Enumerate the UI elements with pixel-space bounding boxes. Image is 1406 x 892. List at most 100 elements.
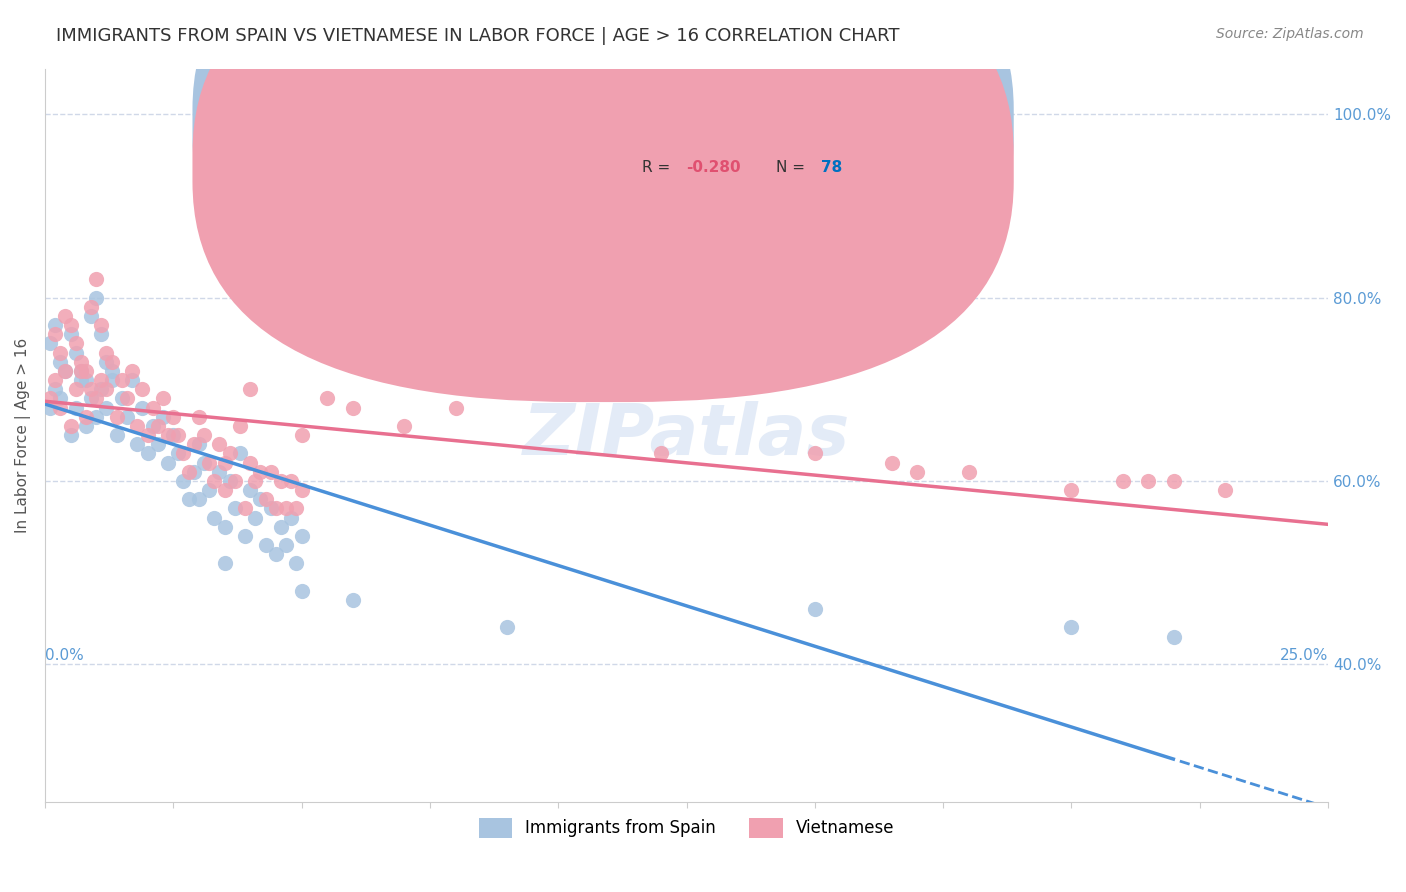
- Vietnamese: [1112, 474, 1135, 488]
- Vietnamese: [65, 382, 87, 396]
- Immigrants from Spain: [495, 620, 517, 634]
- Vietnamese: [80, 300, 103, 314]
- Immigrants from Spain: [239, 483, 262, 497]
- Vietnamese: [233, 501, 256, 516]
- Immigrants from Spain: [75, 373, 97, 387]
- Immigrants from Spain: [84, 291, 107, 305]
- Text: 25.0%: 25.0%: [1279, 648, 1329, 663]
- Immigrants from Spain: [55, 364, 77, 378]
- Vietnamese: [146, 418, 169, 433]
- Vietnamese: [75, 409, 97, 424]
- Vietnamese: [142, 401, 165, 415]
- Vietnamese: [157, 428, 180, 442]
- Vietnamese: [804, 446, 827, 460]
- Vietnamese: [90, 318, 112, 332]
- Vietnamese: [100, 355, 122, 369]
- Vietnamese: [162, 409, 184, 424]
- Immigrants from Spain: [84, 409, 107, 424]
- Immigrants from Spain: [162, 428, 184, 442]
- Vietnamese: [44, 373, 66, 387]
- Immigrants from Spain: [59, 327, 82, 342]
- Immigrants from Spain: [187, 437, 209, 451]
- Vietnamese: [90, 373, 112, 387]
- Immigrants from Spain: [100, 373, 122, 387]
- Vietnamese: [84, 392, 107, 406]
- Immigrants from Spain: [39, 401, 62, 415]
- Vietnamese: [214, 456, 236, 470]
- Text: 78: 78: [821, 160, 842, 175]
- Immigrants from Spain: [152, 409, 174, 424]
- Vietnamese: [285, 501, 308, 516]
- Vietnamese: [49, 401, 72, 415]
- Text: R =: R =: [641, 116, 675, 131]
- Immigrants from Spain: [198, 483, 221, 497]
- Immigrants from Spain: [214, 519, 236, 533]
- Immigrants from Spain: [111, 392, 134, 406]
- Immigrants from Spain: [142, 418, 165, 433]
- Immigrants from Spain: [804, 602, 827, 616]
- Vietnamese: [136, 428, 159, 442]
- Text: IMMIGRANTS FROM SPAIN VS VIETNAMESE IN LABOR FORCE | AGE > 16 CORRELATION CHART: IMMIGRANTS FROM SPAIN VS VIETNAMESE IN L…: [56, 27, 900, 45]
- Immigrants from Spain: [49, 392, 72, 406]
- Vietnamese: [44, 327, 66, 342]
- Vietnamese: [96, 382, 118, 396]
- Immigrants from Spain: [69, 364, 91, 378]
- Immigrants from Spain: [285, 557, 308, 571]
- Immigrants from Spain: [254, 538, 277, 552]
- Vietnamese: [59, 318, 82, 332]
- Immigrants from Spain: [121, 373, 143, 387]
- Vietnamese: [75, 364, 97, 378]
- FancyBboxPatch shape: [193, 0, 1014, 402]
- Vietnamese: [249, 465, 271, 479]
- Vietnamese: [208, 437, 231, 451]
- Vietnamese: [1215, 483, 1237, 497]
- Immigrants from Spain: [245, 510, 267, 524]
- Immigrants from Spain: [193, 456, 215, 470]
- Vietnamese: [167, 428, 190, 442]
- Vietnamese: [239, 456, 262, 470]
- Vietnamese: [444, 401, 467, 415]
- Immigrants from Spain: [233, 529, 256, 543]
- Immigrants from Spain: [290, 583, 312, 598]
- Immigrants from Spain: [100, 364, 122, 378]
- Immigrants from Spain: [264, 547, 287, 561]
- Vietnamese: [55, 364, 77, 378]
- Vietnamese: [127, 418, 149, 433]
- Vietnamese: [49, 345, 72, 359]
- Vietnamese: [80, 382, 103, 396]
- Vietnamese: [316, 392, 339, 406]
- Vietnamese: [392, 418, 415, 433]
- Immigrants from Spain: [260, 501, 283, 516]
- Immigrants from Spain: [39, 336, 62, 351]
- Immigrants from Spain: [276, 538, 298, 552]
- Vietnamese: [245, 474, 267, 488]
- Immigrants from Spain: [157, 456, 180, 470]
- Text: R =: R =: [641, 160, 675, 175]
- Vietnamese: [84, 272, 107, 286]
- Y-axis label: In Labor Force | Age > 16: In Labor Force | Age > 16: [15, 337, 31, 533]
- Immigrants from Spain: [127, 437, 149, 451]
- Vietnamese: [276, 501, 298, 516]
- Vietnamese: [239, 382, 262, 396]
- Immigrants from Spain: [167, 446, 190, 460]
- Immigrants from Spain: [80, 309, 103, 323]
- Immigrants from Spain: [177, 492, 200, 507]
- Text: 0.0%: 0.0%: [45, 648, 83, 663]
- Vietnamese: [105, 409, 128, 424]
- Immigrants from Spain: [172, 474, 194, 488]
- Immigrants from Spain: [131, 401, 153, 415]
- Vietnamese: [957, 465, 980, 479]
- Vietnamese: [65, 336, 87, 351]
- Text: Source: ZipAtlas.com: Source: ZipAtlas.com: [1216, 27, 1364, 41]
- Immigrants from Spain: [1060, 620, 1083, 634]
- Vietnamese: [121, 364, 143, 378]
- Legend: Immigrants from Spain, Vietnamese: Immigrants from Spain, Vietnamese: [472, 811, 901, 845]
- Vietnamese: [198, 456, 221, 470]
- Immigrants from Spain: [202, 510, 225, 524]
- Vietnamese: [1060, 483, 1083, 497]
- Vietnamese: [187, 409, 209, 424]
- Vietnamese: [229, 418, 252, 433]
- Text: N =: N =: [776, 160, 810, 175]
- Vietnamese: [254, 492, 277, 507]
- Text: N =: N =: [776, 116, 810, 131]
